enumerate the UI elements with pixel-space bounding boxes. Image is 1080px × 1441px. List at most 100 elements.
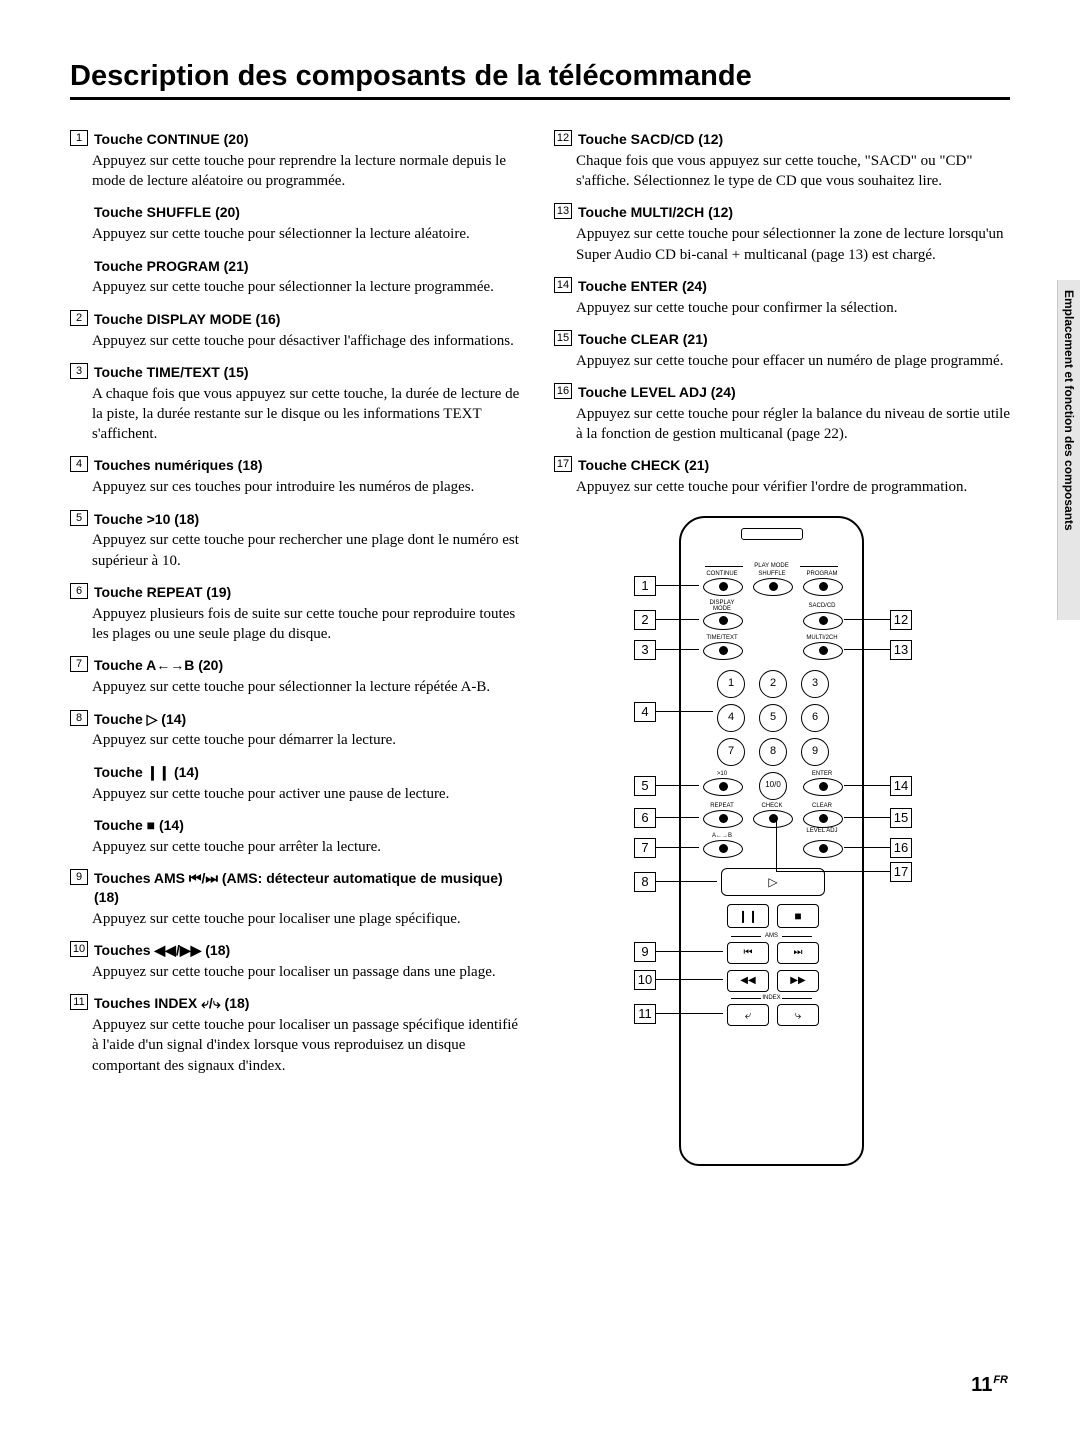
item-title-text: Touches AMS ⏮/⏭ (AMS: détecteur automati…: [94, 869, 526, 907]
item-title-text: Touche >10 (18): [94, 510, 199, 529]
callout-16: 16: [890, 838, 912, 858]
item-description: Appuyez sur cette touche pour démarrer l…: [92, 730, 526, 750]
item-title: 0Touche SHUFFLE (20): [70, 203, 526, 222]
item-description: Appuyez sur cette touche pour sélectionn…: [92, 277, 526, 297]
item-title: 4 Touches numériques (18): [70, 456, 526, 475]
content-columns: 1Touche CONTINUE (20)Appuyez sur cette t…: [70, 130, 1010, 1176]
item-number-box: 12: [554, 130, 572, 146]
item-title: 13 Touche MULTI/2CH (12): [554, 203, 1010, 222]
page-number: 11FR: [971, 1374, 1008, 1397]
callout-11: 11: [634, 1004, 656, 1024]
item-title: 12 Touche SACD/CD (12): [554, 130, 1010, 149]
item-title: 16 Touche LEVEL ADJ (24): [554, 383, 1010, 402]
item-title-text: Touche REPEAT (19): [94, 583, 231, 602]
item-title: 11Touches INDEX ⤶/⤷ (18): [70, 994, 526, 1013]
item-title-text: Touche PROGRAM (21): [94, 257, 249, 276]
item-title: 8 Touche ▷ (14): [70, 710, 526, 729]
item-title-text: Touche ■ (14): [94, 816, 184, 835]
item-description: Appuyez plusieurs fois de suite sur cett…: [92, 604, 526, 645]
item-description: Appuyez sur cette touche pour localiser …: [92, 1015, 526, 1076]
item-number-box: 16: [554, 383, 572, 399]
item-number-box: 14: [554, 277, 572, 293]
item-title: 17 Touche CHECK (21): [554, 456, 1010, 475]
item-title: 7 Touche A←→B (20): [70, 656, 526, 675]
item-number-box: 8: [70, 710, 88, 726]
item-number-box: 6: [70, 583, 88, 599]
item-title: 0Touche PROGRAM (21): [70, 257, 526, 276]
item-title: 14 Touche ENTER (24): [554, 277, 1010, 296]
item-title-text: Touche ▷ (14): [94, 710, 186, 729]
callout-2: 2: [634, 610, 656, 630]
item-description: Appuyez sur cette touche pour localiser …: [92, 962, 526, 982]
left-column: 1Touche CONTINUE (20) Appuyez sur cette t…: [70, 130, 526, 1176]
item-title-text: Touche A←→B (20): [94, 656, 223, 675]
item-number-box: 3: [70, 363, 88, 379]
item-description: Appuyez sur cette touche pour sélectionn…: [92, 677, 526, 697]
callout-8: 8: [634, 872, 656, 892]
item-description: A chaque fois que vous appuyez sur cette…: [92, 384, 526, 445]
item-title-text: Touche LEVEL ADJ (24): [578, 383, 736, 402]
item-description: Appuyez sur cette touche pour désactiver…: [92, 331, 526, 351]
item-description: Appuyez sur cette touche pour sélectionn…: [576, 224, 1010, 265]
item-title-text: Touche ENTER (24): [578, 277, 707, 296]
item-description: Appuyez sur cette touche pour localiser …: [92, 909, 526, 929]
callout-7: 7: [634, 838, 656, 858]
item-title: 5 Touche >10 (18): [70, 510, 526, 529]
item-title-text: Touches INDEX ⤶/⤷ (18): [94, 994, 249, 1013]
section-side-tab: Emplacement et fonction des composants: [1057, 280, 1080, 620]
item-title-text: Touche DISPLAY MODE (16): [94, 310, 280, 329]
item-number-box: 17: [554, 456, 572, 472]
item-description: Appuyez sur cette touche pour activer un…: [92, 784, 526, 804]
item-description: Appuyez sur ces touches pour introduire …: [92, 477, 526, 497]
item-description: Appuyez sur cette touche pour vérifier l…: [576, 477, 1010, 497]
callout-14: 14: [890, 776, 912, 796]
item-description: Chaque fois que vous appuyez sur cette t…: [576, 151, 1010, 192]
item-number-box: 15: [554, 330, 572, 346]
item-description: Appuyez sur cette touche pour confirmer …: [576, 298, 1010, 318]
item-title: 1Touche CONTINUE (20): [70, 130, 526, 149]
item-title: 6 Touche REPEAT (19): [70, 583, 526, 602]
item-title: 3 Touche TIME/TEXT (15): [70, 363, 526, 382]
item-number-box: 2: [70, 310, 88, 326]
item-title-text: Touches numériques (18): [94, 456, 263, 475]
callout-9: 9: [634, 942, 656, 962]
item-title-text: Touche TIME/TEXT (15): [94, 363, 249, 382]
side-tab-text: Emplacement et fonction des composants: [1062, 290, 1076, 531]
item-title: 0Touche ❙❙ (14): [70, 763, 526, 782]
item-title-text: Touche ❙❙ (14): [94, 763, 199, 782]
item-title-text: Touche SACD/CD (12): [578, 130, 723, 149]
callout-10: 10: [634, 970, 656, 990]
item-title: 2 Touche DISPLAY MODE (16): [70, 310, 526, 329]
callout-3: 3: [634, 640, 656, 660]
item-number-box: 10: [70, 941, 88, 957]
item-number-box: 5: [70, 510, 88, 526]
item-title-text: Touche CONTINUE (20): [94, 130, 249, 149]
callout-5: 5: [634, 776, 656, 796]
callout-6: 6: [634, 808, 656, 828]
item-title-text: Touches ◀◀/▶▶ (18): [94, 941, 230, 960]
callout-4: 4: [634, 702, 656, 722]
remote-diagram: PLAY MODE CONTINUE SHUFFLE PROGRAM DISPL…: [554, 516, 1010, 1176]
item-description: Appuyez sur cette touche pour reprendre …: [92, 151, 526, 192]
item-title-text: Touche CLEAR (21): [578, 330, 708, 349]
item-title: 10 Touches ◀◀/▶▶ (18): [70, 941, 526, 960]
item-number-box: 4: [70, 456, 88, 472]
item-title-text: Touche MULTI/2CH (12): [578, 203, 733, 222]
item-title-text: Touche CHECK (21): [578, 456, 709, 475]
item-title: 15 Touche CLEAR (21): [554, 330, 1010, 349]
callout-17: 17: [890, 862, 912, 882]
page-title: Description des composants de la télécom…: [70, 60, 1010, 100]
item-description: Appuyez sur cette touche pour effacer un…: [576, 351, 1010, 371]
callout-12: 12: [890, 610, 912, 630]
callout-1: 1: [634, 576, 656, 596]
right-column: 12Touche SACD/CD (12)Chaque fois que vou…: [554, 130, 1010, 1176]
item-number-box: 7: [70, 656, 88, 672]
item-description: Appuyez sur cette touche pour sélectionn…: [92, 224, 526, 244]
item-number-box: 13: [554, 203, 572, 219]
item-description: Appuyez sur cette touche pour arrêter la…: [92, 837, 526, 857]
item-title-text: Touche SHUFFLE (20): [94, 203, 240, 222]
item-number-box: 9: [70, 869, 88, 885]
manual-page: Description des composants de la télécom…: [0, 0, 1080, 1441]
callout-15: 15: [890, 808, 912, 828]
item-description: Appuyez sur cette touche pour régler la …: [576, 404, 1010, 445]
